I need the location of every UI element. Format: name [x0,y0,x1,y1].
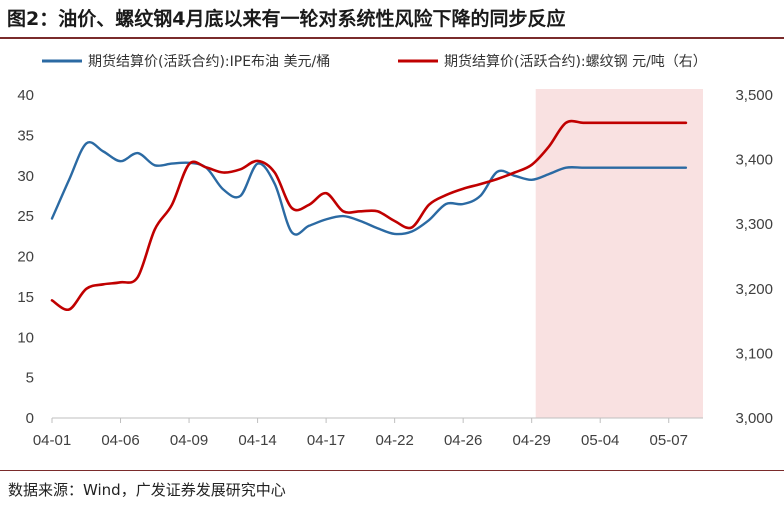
series-line-rebar [50,119,688,312]
footer-divider [0,470,784,471]
data-source-note: 数据来源：Wind，广发证券发展研究中心 [8,481,286,499]
y-left-tick-label: 20 [17,249,34,266]
x-tick-label: 04-29 [512,432,550,449]
y-left-tick-label: 35 [17,127,34,144]
x-tick-label: 04-06 [101,432,139,449]
y-left-tick-label: 0 [26,410,34,427]
x-tick-label: 04-09 [170,432,208,449]
chart-title: 图2：油价、螺纹钢4月底以来有一轮对系统性风险下降的同步反应 [7,8,566,30]
x-tick-label: 04-01 [33,432,71,449]
y-right-tick-label: 3,000 [735,410,773,427]
y-left-tick-label: 15 [17,289,34,306]
title-divider [0,37,784,39]
x-tick-label: 05-07 [650,432,688,449]
y-left-tick-label: 5 [26,370,34,387]
y-right-tick-label: 3,200 [735,281,773,298]
x-tick-label: 04-14 [238,432,276,449]
legend-label-brent: 期货结算价(活跃合约):IPE布油 美元/桶 [88,53,330,70]
x-tick-label: 04-22 [375,432,413,449]
y-right-tick-label: 3,400 [735,152,773,169]
y-right-tick-label: 3,100 [735,345,773,362]
y-right-tick-label: 3,500 [735,87,773,104]
legend-label-rebar: 期货结算价(活跃合约):螺纹钢 元/吨（右） [444,53,707,70]
y-left-tick-label: 40 [17,87,34,104]
x-tick-label: 04-17 [307,432,345,449]
y-left-tick-label: 25 [17,208,34,225]
series-line-brent [50,141,688,236]
x-tick-label: 05-04 [581,432,619,449]
x-tick-label: 04-26 [444,432,482,449]
dual-axis-line-chart: 期货结算价(活跃合约):IPE布油 美元/桶 期货结算价(活跃合约):螺纹钢 元/… [17,53,773,449]
y-left-tick-label: 30 [17,168,34,185]
y-right-tick-label: 3,300 [735,216,773,233]
shaded-period [535,89,703,418]
y-left-tick-label: 10 [17,329,34,346]
